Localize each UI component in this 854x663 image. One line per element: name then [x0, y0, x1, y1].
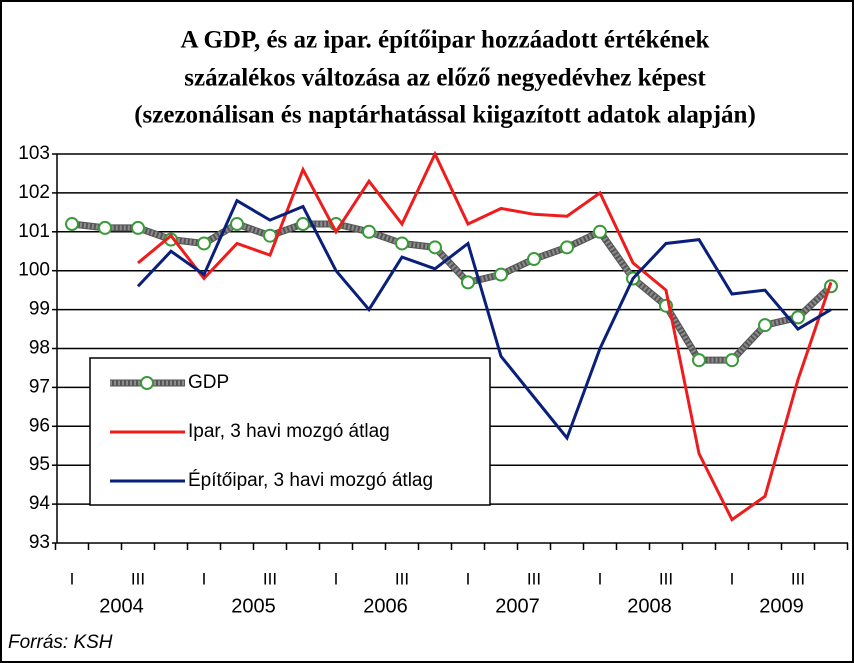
chart-title: (szezonálisan és naptárhatással kiigazít… — [134, 102, 756, 129]
legend-label: Ipar, 3 havi mozgó átlag — [188, 421, 390, 442]
marker — [197, 236, 211, 251]
chart-title: százalékos változása az előző negyedévhe… — [184, 65, 706, 92]
marker — [593, 224, 607, 239]
marker — [494, 267, 508, 282]
marker — [263, 228, 277, 243]
marker — [395, 236, 409, 251]
marker — [725, 353, 739, 368]
x-tick-label: III — [395, 569, 409, 588]
x-tick-label: I — [70, 569, 75, 588]
marker — [131, 220, 145, 235]
year-label: 2008 — [627, 595, 672, 617]
x-tick-label: III — [791, 569, 805, 588]
line — [136, 198, 832, 441]
y-tick-label: 101 — [18, 221, 50, 242]
marker — [791, 310, 805, 325]
x-tick-label: I — [466, 569, 471, 588]
x-tick-label: I — [334, 569, 339, 588]
source: Forrás: KSH — [8, 632, 113, 653]
y-tick-label: 103 — [18, 143, 50, 164]
y-tick-label: 99 — [29, 299, 50, 320]
y-tick-label: 96 — [29, 415, 50, 436]
x-tick-label: I — [202, 569, 207, 588]
line — [137, 150, 833, 522]
y-tick-label: 98 — [29, 338, 50, 359]
year-label: 2005 — [231, 595, 276, 617]
y-tick-label: 93 — [29, 532, 50, 553]
marker — [527, 252, 541, 267]
y-tick-label: 95 — [29, 454, 50, 475]
marker — [461, 275, 475, 290]
x-tick-label: III — [527, 569, 541, 588]
year-label: 2009 — [759, 595, 804, 617]
x-tick-label: III — [263, 569, 277, 588]
marker — [230, 217, 244, 232]
marker — [296, 217, 310, 232]
legend-marker — [140, 376, 154, 390]
legend: GDP Ipar, 3 havi mozgó átlag Építőipar, 3 … — [89, 357, 491, 506]
marker — [362, 224, 376, 239]
year-label: 2006 — [363, 595, 408, 617]
year-label: 2004 — [99, 595, 144, 617]
year-label: 2007 — [495, 595, 540, 617]
marker — [98, 220, 112, 235]
y-tick-label: 102 — [18, 182, 50, 203]
legend-label: GDP — [188, 372, 229, 393]
marker — [428, 240, 442, 255]
y-tick-label: 94 — [29, 493, 51, 514]
marker — [65, 217, 79, 232]
y-tick-label: 100 — [18, 260, 50, 281]
x-tick-label: III — [131, 569, 145, 588]
marker — [758, 318, 772, 333]
y-tick-label: 97 — [29, 376, 50, 397]
x-tick-label: III — [659, 569, 673, 588]
x-tick-label: I — [598, 569, 603, 588]
legend-label: Építőipar, 3 havi mozgó átlag — [188, 470, 433, 491]
x-tick-label: I — [730, 569, 735, 588]
marker — [692, 353, 706, 368]
marker — [560, 240, 574, 255]
chart-title: A GDP, és az ipar. építőipar hozzáadott … — [181, 27, 710, 54]
